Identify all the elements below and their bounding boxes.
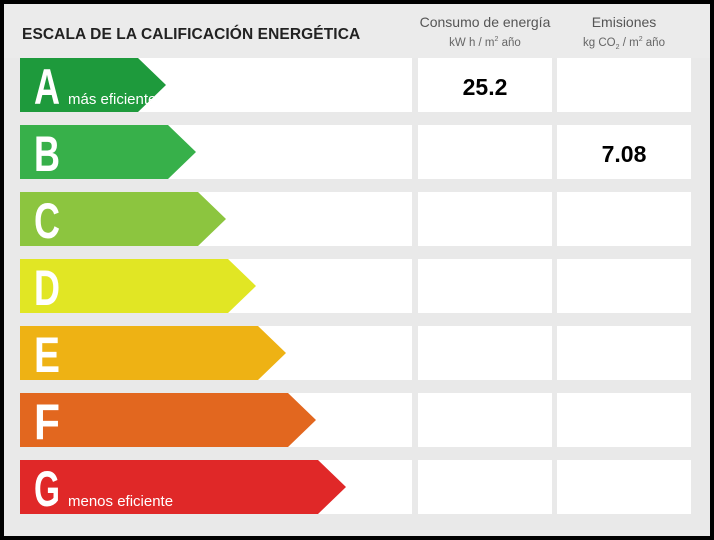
emis-unit-sub: 2	[615, 44, 620, 52]
class-letter-c: C	[34, 193, 60, 249]
consumo-column-header: Consumo de energía kW h / m2 año	[416, 13, 554, 52]
emisiones-label: Emisiones	[591, 14, 657, 30]
arrow-g	[20, 460, 346, 514]
class-letter-b: B	[34, 126, 60, 182]
emis-unit-pre: kg CO	[583, 36, 616, 49]
emis-unit-post: año	[642, 36, 665, 49]
consumo-unit-pre: kW h / m	[449, 36, 495, 49]
emisiones-cell-f	[557, 393, 691, 447]
emisiones-cell-d	[557, 259, 691, 313]
arrow-b	[20, 125, 196, 179]
emisiones-column-header: Emisiones kg CO2 / m2 año	[556, 13, 692, 57]
class-letter-a: A	[34, 59, 60, 115]
consumo-unit: kW h / m2 año	[416, 31, 554, 52]
emisiones-cell-g	[557, 460, 691, 514]
consumo-unit-post: año	[498, 36, 521, 49]
consumo-cell-g	[418, 460, 552, 514]
arrow-e	[20, 326, 286, 380]
arrow-f	[20, 393, 316, 447]
class-letter-f: F	[34, 394, 60, 450]
class-caption-g: menos eficiente	[68, 493, 173, 510]
consumo-cell-e	[418, 326, 552, 380]
class-letter-g: G	[34, 461, 60, 517]
arrow-a	[20, 58, 166, 112]
consumo-cell-d	[418, 259, 552, 313]
consumo-cell-f	[418, 393, 552, 447]
class-letter-e: E	[34, 327, 60, 383]
emis-unit-sup: 2	[638, 36, 643, 43]
consumo-value: 25.2	[462, 74, 508, 100]
emisiones-value: 7.08	[601, 141, 647, 167]
emisiones-unit: kg CO2 / m2 año	[556, 31, 692, 57]
header-band	[4, 4, 710, 58]
class-caption-a: más eficiente	[68, 91, 156, 108]
class-letter-d: D	[34, 260, 60, 316]
emisiones-cell-a	[557, 58, 691, 112]
consumo-cell-b	[418, 125, 552, 179]
arrow-c	[20, 192, 226, 246]
arrow-d	[20, 259, 256, 313]
consumo-cell-c	[418, 192, 552, 246]
chart-title: ESCALA DE LA CALIFICACIÓN ENERGÉTICA	[22, 26, 361, 43]
emis-unit-mid: / m	[619, 36, 639, 49]
consumo-label: Consumo de energía	[419, 14, 551, 30]
consumo-unit-sup: 2	[494, 36, 499, 43]
emisiones-cell-c	[557, 192, 691, 246]
emisiones-cell-e	[557, 326, 691, 380]
consumo-cell-a: 25.2	[418, 58, 552, 112]
emisiones-cell-b: 7.08	[557, 125, 691, 179]
